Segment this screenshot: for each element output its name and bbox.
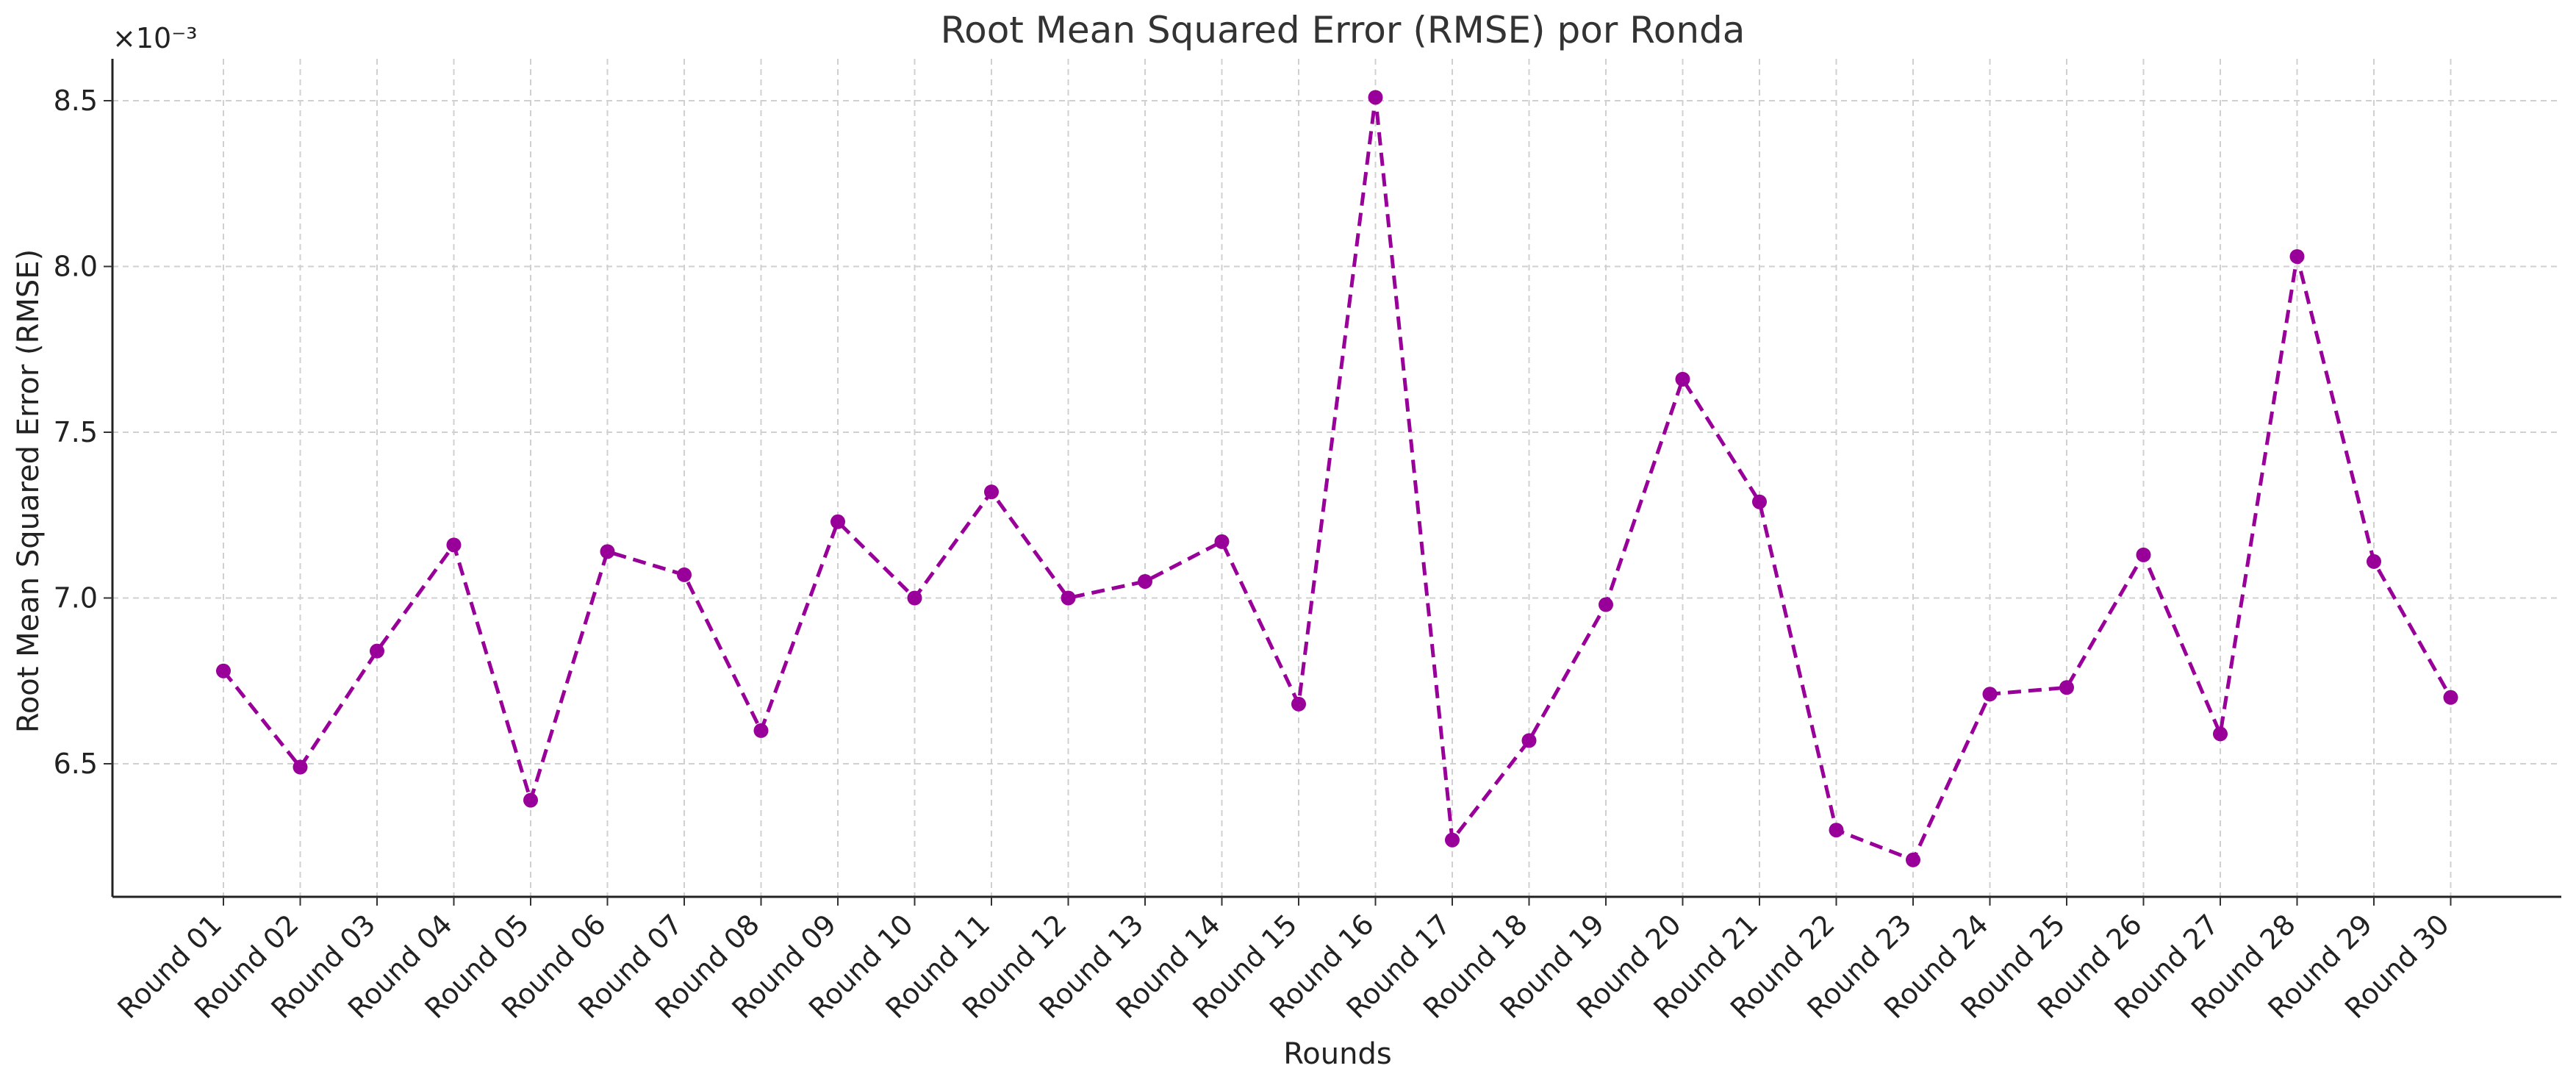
axes — [111, 59, 2561, 898]
data-point — [677, 567, 692, 582]
data-point — [1906, 852, 1920, 867]
data-point — [1982, 687, 1998, 702]
data-point — [1291, 696, 1306, 712]
data-point — [216, 663, 231, 678]
data-point — [1521, 733, 1537, 748]
data-point — [1445, 832, 1460, 848]
data-series — [216, 90, 2458, 867]
data-point — [2443, 690, 2458, 705]
data-point — [2213, 726, 2228, 742]
y-axis-offset-label: ×10⁻³ — [112, 22, 197, 54]
x-axis-label: Rounds — [1283, 1037, 1391, 1071]
data-point — [2136, 547, 2151, 562]
data-point — [370, 643, 384, 659]
data-point — [523, 792, 538, 808]
data-point — [446, 537, 462, 553]
data-point — [1675, 371, 1690, 387]
data-point — [1061, 590, 1076, 606]
grid — [112, 59, 2561, 897]
data-point — [1138, 573, 1152, 589]
chart-title: Root Mean Squared Error (RMSE) por Ronda — [941, 9, 1746, 51]
data-point — [1829, 823, 1844, 838]
data-point — [1752, 494, 1767, 509]
data-point — [907, 590, 922, 606]
y-tick-label: 6.5 — [54, 748, 98, 780]
data-point — [2367, 554, 2381, 569]
y-tick-label: 7.5 — [54, 416, 98, 448]
data-point — [2059, 680, 2074, 695]
y-axis-label: Root Mean Squared Error (RMSE) — [12, 249, 46, 733]
data-point — [293, 759, 308, 775]
y-tick-label: 8.0 — [54, 251, 98, 283]
data-point — [1599, 597, 1613, 612]
data-point — [753, 723, 769, 738]
y-tick-label: 7.0 — [54, 582, 98, 615]
series-line — [222, 95, 2453, 862]
y-axis-ticks: 6.5 7.0 7.5 8.0 8.5 — [54, 85, 112, 780]
data-point — [984, 484, 999, 500]
data-point — [2289, 248, 2305, 264]
data-point — [1368, 90, 1383, 105]
y-tick-label: 8.5 — [54, 85, 98, 117]
data-point — [1214, 534, 1230, 549]
data-point — [600, 544, 615, 559]
data-point — [830, 514, 845, 529]
